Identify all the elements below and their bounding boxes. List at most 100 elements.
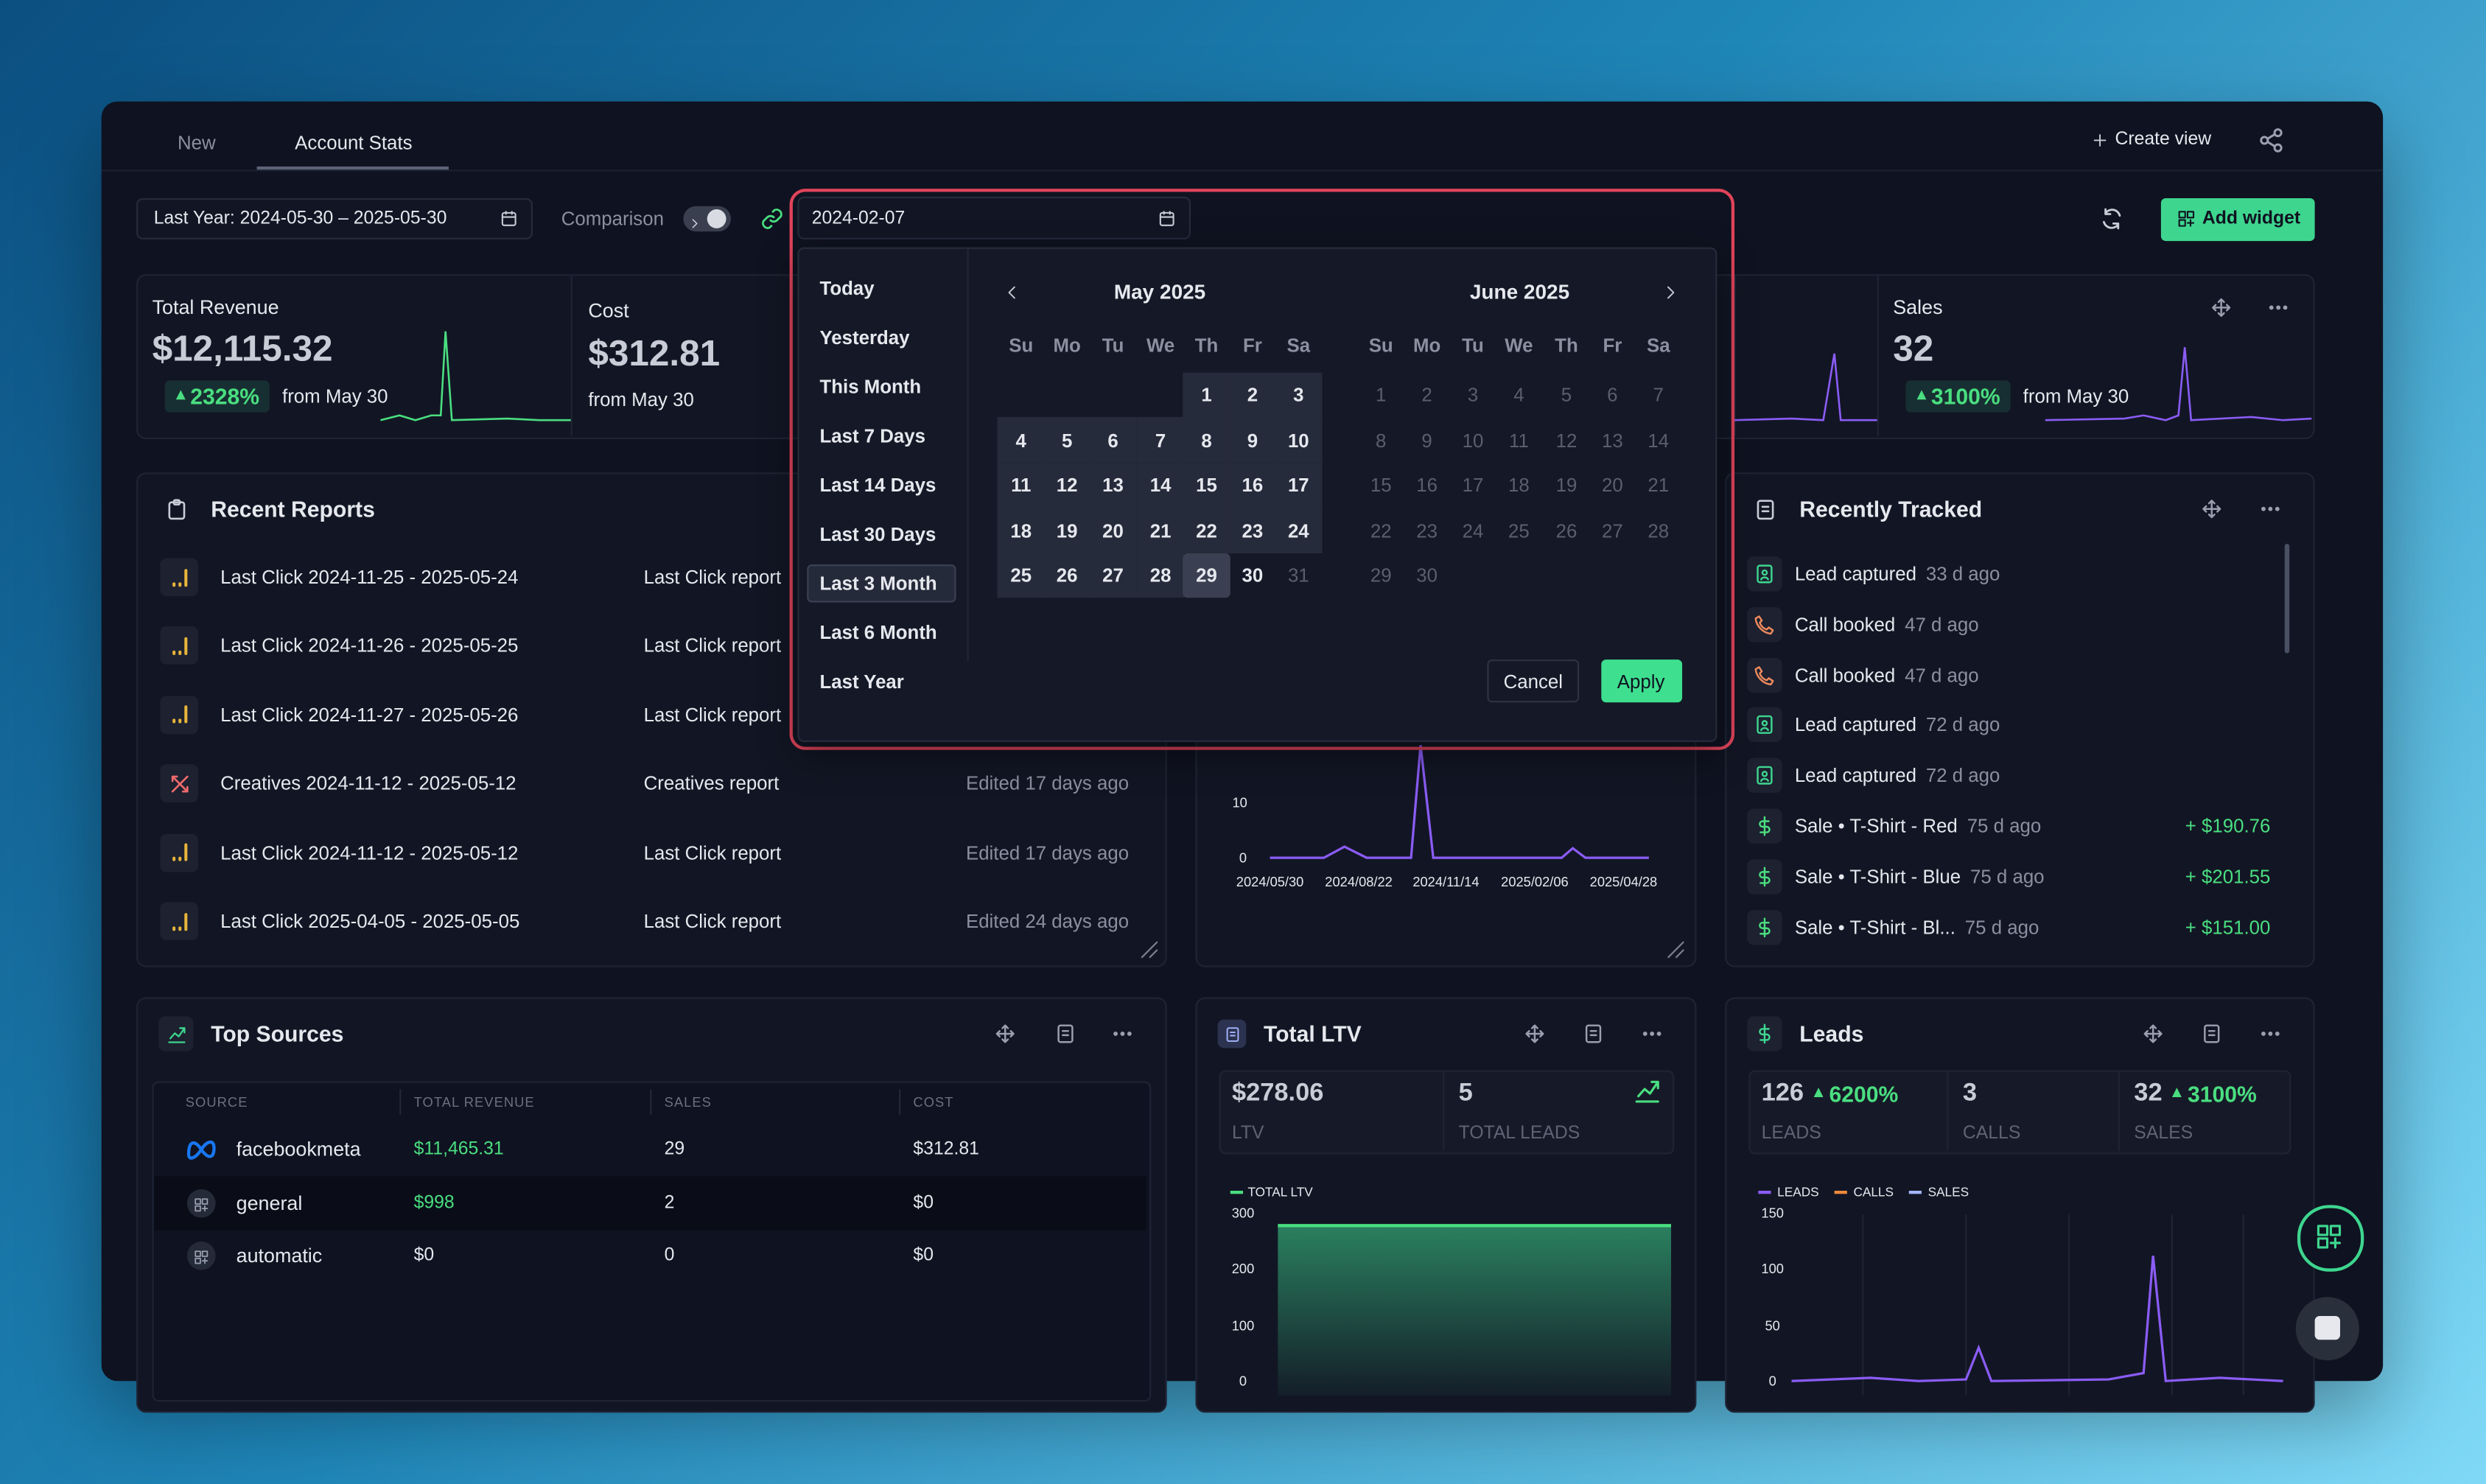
calendar-day[interactable]: 9 [1247,429,1258,452]
tab[interactable]: New [177,131,216,154]
calendar-day[interactable]: 17 [1287,474,1309,497]
preset-option[interactable]: Last 30 Days [819,523,936,546]
icon-svg [2317,1225,2342,1249]
metric-value: 5 [1458,1079,1473,1107]
day-in-range [1183,508,1230,553]
calendar-day[interactable]: 22 [1196,519,1217,542]
preset-option[interactable]: Yesterday [819,326,910,349]
icon-svg [1635,1080,1659,1103]
share-icon[interactable] [2257,126,2284,153]
preset-option[interactable]: Last 7 Days [819,424,926,447]
calendar-day[interactable]: 25 [1010,564,1032,587]
report-name[interactable]: Last Click 2024-11-12 - 2025-05-12 [220,841,519,864]
move-icon[interactable] [1524,1023,1546,1045]
shape [1734,353,1877,421]
date-input[interactable] [797,196,1191,239]
calendar-day[interactable]: 3 [1293,383,1304,406]
icon-svg [1759,917,1771,937]
tab-active[interactable]: Account Stats [295,131,413,154]
move-icon[interactable] [994,1023,1016,1045]
prev-month[interactable] [1003,283,1020,301]
move-icon[interactable] [2210,296,2233,318]
panel-title: Total LTV [1263,1021,1362,1047]
shape [1642,1032,1648,1036]
day-in-range [1229,417,1276,463]
shape [2143,1024,2163,1043]
calendar-day[interactable]: 8 [1201,429,1212,452]
calendar-day[interactable]: 2 [1247,383,1258,406]
day-in-range [1090,553,1136,598]
doc-icon[interactable] [1582,1023,1604,1045]
panel-title: Top Sources [211,1021,344,1047]
shape [1120,1032,1125,1036]
more-icon[interactable] [1111,1023,1133,1045]
calendar-day[interactable]: 19 [1056,519,1078,542]
report-name[interactable]: Last Click 2024-11-27 - 2025-05-26 [220,703,519,727]
preset-option[interactable]: This Month [819,375,922,399]
calendar-day[interactable]: 29 [1196,564,1217,587]
stat-divider [1734,276,1737,436]
more-icon[interactable] [1641,1023,1663,1045]
calendar-day[interactable]: 23 [1242,519,1264,542]
preset-option[interactable]: Last Year [819,671,904,693]
calendar-day[interactable]: 20 [1102,519,1124,542]
report-name[interactable]: Creatives 2024-11-12 - 2025-05-12 [220,772,517,795]
shape [2317,1237,2329,1249]
preset-option[interactable]: Last 3 Month [819,572,937,595]
calendar-day[interactable]: 16 [1242,474,1264,497]
report-name[interactable]: Last Click 2025-04-05 - 2025-05-05 [220,910,520,933]
more-icon[interactable] [2259,498,2281,520]
shape [1656,1032,1662,1036]
report-name[interactable]: Last Click 2024-11-26 - 2025-05-25 [220,634,519,657]
table-cell: 0 [664,1246,675,1266]
calendar-day[interactable]: 11 [1011,474,1032,497]
calendar-day[interactable]: 5 [1061,429,1073,452]
calendar-day[interactable]: 28 [1149,564,1172,587]
cancel-button[interactable] [1487,659,1580,703]
doc-icon[interactable] [1054,1023,1076,1045]
calendar-day[interactable]: 6 [1107,429,1118,452]
date-range-input[interactable] [136,197,533,239]
calendar-day[interactable]: 15 [1196,474,1217,497]
metric-value: 126 [1761,1079,1804,1107]
calendar-day[interactable]: 21 [1149,519,1172,542]
calendar-day[interactable]: 18 [1010,519,1032,542]
doc-icon[interactable] [2201,1023,2223,1045]
calendar-day[interactable]: 30 [1242,564,1264,587]
more-icon[interactable] [2259,1023,2281,1045]
calendar-day[interactable]: 12 [1056,474,1078,497]
calendar-day[interactable]: 24 [1287,519,1309,542]
calendar-day[interactable]: 14 [1149,474,1172,497]
refresh-icon[interactable] [2099,206,2124,231]
add-widget-button[interactable] [2160,197,2315,242]
calendar-day[interactable]: 1 [1201,383,1212,406]
move-icon[interactable] [2201,498,2223,520]
link-icon[interactable] [760,206,785,231]
shape [1159,211,1174,218]
apply-button[interactable] [1601,659,1683,703]
more-icon[interactable] [2267,296,2289,318]
icon-svg [1057,1024,1074,1043]
preset-option[interactable]: Last 6 Month [819,621,937,644]
next-month[interactable] [1661,283,1678,301]
calendar-day[interactable]: 27 [1102,564,1124,587]
shape [1760,778,1769,783]
weekday-label: Fr [1603,335,1622,357]
day-in-range [1043,462,1090,508]
column-header: SOURCE [185,1093,248,1110]
calendar-day[interactable]: 10 [1287,429,1309,452]
report-name[interactable]: Last Click 2024-11-25 - 2025-05-24 [220,566,519,589]
calendar-day[interactable]: 7 [1155,429,1166,452]
calendar-day[interactable]: 4 [1015,429,1026,452]
brand-button[interactable] [2297,1205,2364,1272]
report-icon-box [160,833,198,872]
create-view-button[interactable]: Create view [2115,130,2212,150]
shape [195,1257,201,1264]
move-icon[interactable] [2142,1023,2164,1045]
calendar-day[interactable]: 26 [1056,564,1078,587]
preset-option[interactable]: Last 14 Days [819,474,936,497]
calendar-day[interactable]: 13 [1102,474,1124,497]
day-in-range [1137,417,1184,463]
preset-option[interactable]: Today [819,277,875,300]
table-cell: $998 [413,1193,455,1213]
